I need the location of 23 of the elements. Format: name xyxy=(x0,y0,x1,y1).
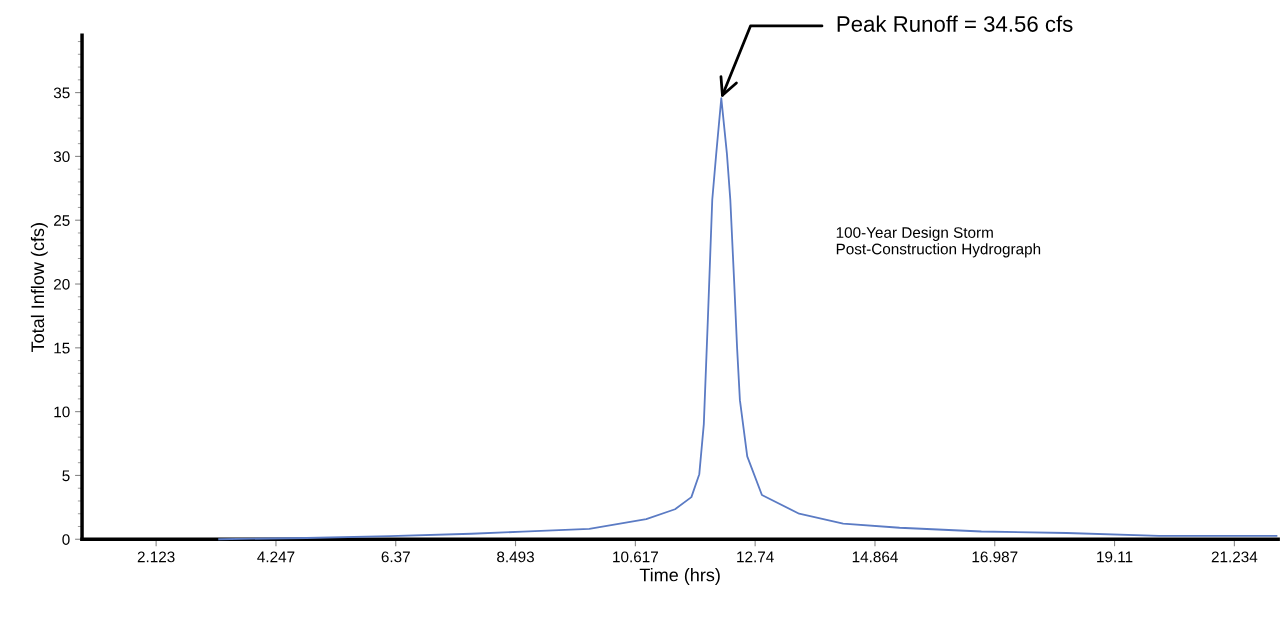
y-tick-label: 0 xyxy=(62,534,70,545)
x-tick-label: 19.11 xyxy=(1097,551,1133,563)
x-tick-label: 16.987 xyxy=(972,551,1018,563)
x-tick-label: 4.247 xyxy=(257,551,295,563)
y-tick-label: 15 xyxy=(54,342,70,354)
y-tick-label: 20 xyxy=(54,278,70,290)
annotation: Peak Runoff = 34.56 cfs xyxy=(837,15,1073,32)
x-tick-label: 8.493 xyxy=(497,551,534,563)
x-tick-label: 10.617 xyxy=(613,551,658,563)
line-series xyxy=(218,97,1278,541)
x-tick-label: 12.74 xyxy=(737,551,774,563)
x-tick-label: 2.123 xyxy=(137,551,175,563)
y-tick-label: 5 xyxy=(62,470,70,482)
y-tick-label: 35 xyxy=(53,87,70,99)
x-tick-label: 6.37 xyxy=(381,551,410,563)
annotation: 100-Year Design Storm Post-Construction Hydrograph xyxy=(836,226,1041,258)
y-tick-label: 25 xyxy=(54,215,70,226)
y-tick-label: 10 xyxy=(54,406,70,418)
x-axis-title: Time (hrs) xyxy=(639,568,720,585)
y-axis-title: Total Inflow (cfs) xyxy=(30,223,48,353)
x-tick-label: 14.864 xyxy=(852,551,898,563)
y-tick-label: 30 xyxy=(53,151,70,163)
x-tick-label: 21.234 xyxy=(1211,551,1258,563)
